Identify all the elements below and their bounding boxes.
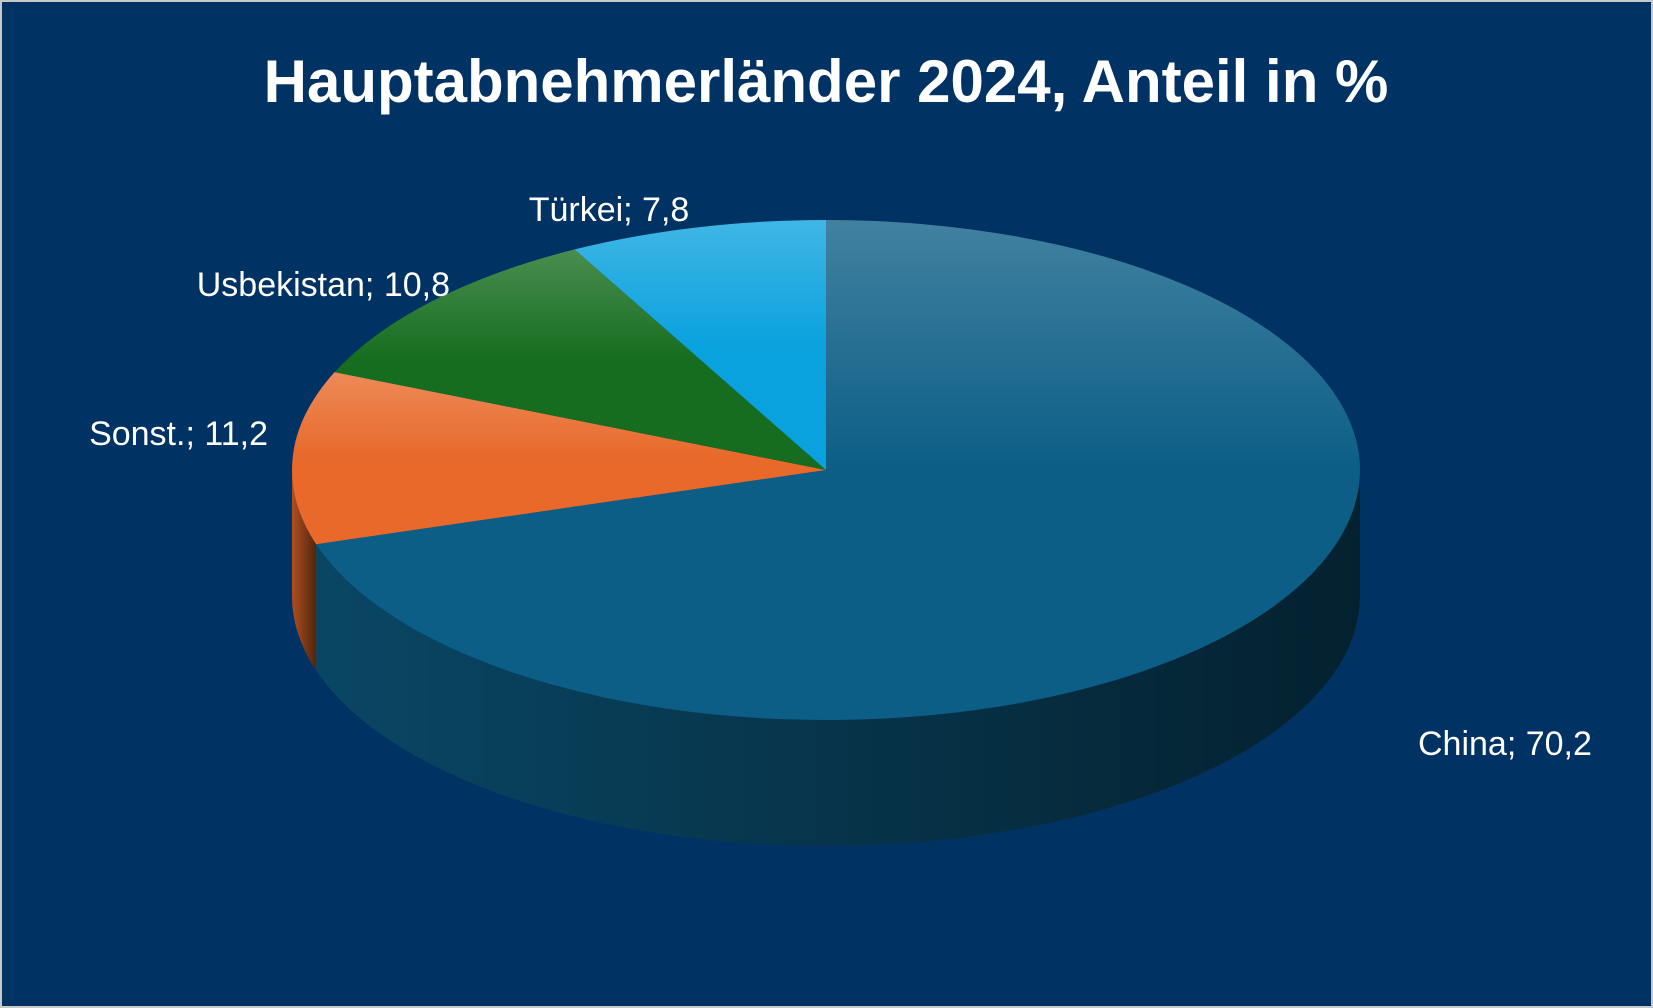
data-label: Sonst.; 11,2 xyxy=(89,415,268,453)
data-label: Türkei; 7,8 xyxy=(529,191,690,229)
side-shade xyxy=(316,470,1361,847)
slice-shine xyxy=(334,249,826,470)
chart-title: Hauptabnehmerländer 2024, Anteil in % xyxy=(264,48,1389,115)
slice-shine xyxy=(574,220,826,470)
slice-shine xyxy=(316,220,1361,721)
data-label: China; 70,2 xyxy=(1418,725,1592,763)
pie xyxy=(292,220,1361,847)
slice-shine xyxy=(292,372,826,545)
data-label: Usbekistan; 10,8 xyxy=(197,266,450,304)
side-shade xyxy=(292,470,317,671)
